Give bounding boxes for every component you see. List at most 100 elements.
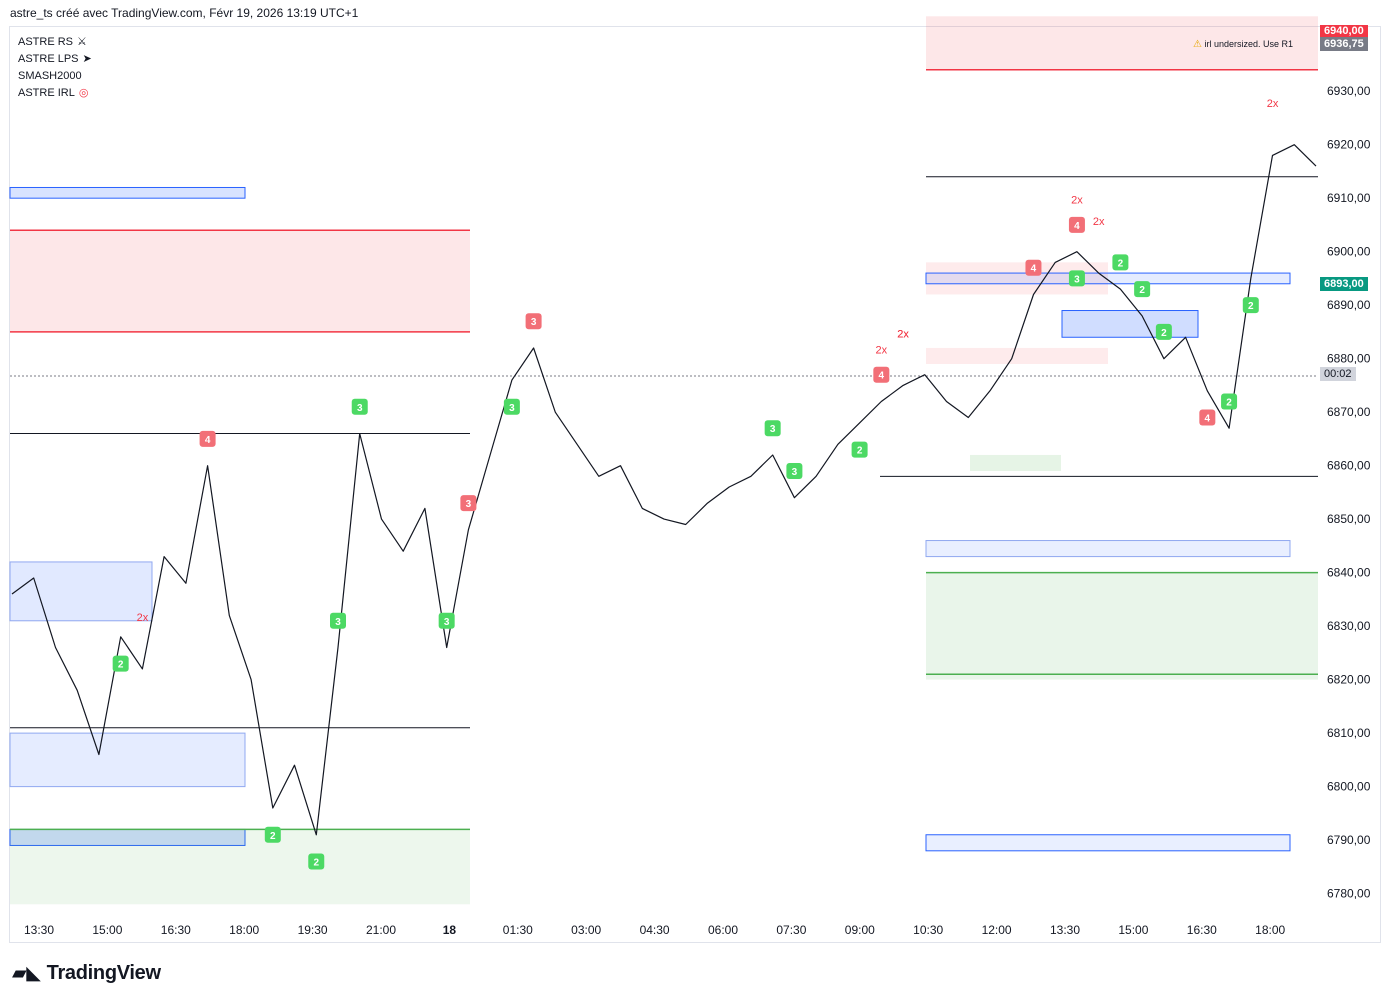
signal-badge-label: 2 <box>1139 285 1145 296</box>
annotation-label: 2x <box>1093 216 1105 228</box>
signal-badge <box>1199 409 1216 426</box>
blue-zone <box>9 561 153 622</box>
signal-badge-label: 4 <box>1031 264 1037 275</box>
signal-badge-label: 2 <box>118 660 124 671</box>
annotation-label: 2x <box>1071 195 1083 207</box>
y-tick-label: 6830,00 <box>1327 619 1371 633</box>
x-tick-label: 10:30 <box>913 923 943 937</box>
signal-badge <box>308 853 325 870</box>
chart-title: astre_ts créé avec TradingView.com, Févr… <box>10 6 359 20</box>
signal-badge-label: 3 <box>1074 274 1080 285</box>
signal-badge-label: 2 <box>857 446 863 457</box>
y-tick-label: 6870,00 <box>1327 405 1371 419</box>
legend-item-smash2000[interactable]: SMASH2000 <box>18 70 82 82</box>
y-tick-label: 6780,00 <box>1327 887 1371 901</box>
annotation-label: 2x <box>897 328 909 340</box>
signal-badge-label: 3 <box>444 617 450 628</box>
x-tick-label: 18:00 <box>1255 923 1285 937</box>
signal-badge-label: 2 <box>1248 301 1254 312</box>
annotation-label: 2x <box>897 328 909 340</box>
legend-item-astre-rs[interactable]: ASTRE RS ⚔ <box>18 34 92 51</box>
signal-badge-label: 4 <box>1074 221 1080 232</box>
y-tick-label: 6860,00 <box>1327 459 1371 473</box>
x-tick-label: 18 <box>443 923 457 937</box>
annotation-label: 2x <box>876 344 888 356</box>
x-tick-label: 18:00 <box>229 923 259 937</box>
x-axis-labels: 13:30 15:00 16:30 18:00 19:30 21:00 18 01:30 03:… <box>24 923 1286 937</box>
price-tag-last: 6936,75 <box>1320 37 1368 51</box>
tradingview-logo-icon: ▰◣ <box>12 963 41 984</box>
x-tick-label: 07:30 <box>776 923 806 937</box>
signal-badge-label: 2 <box>1226 397 1232 408</box>
x-tick-label: 13:30 <box>24 923 54 937</box>
signal-badge-label: 3 <box>770 424 776 435</box>
supply-zone <box>10 230 470 332</box>
price-tag-level: 6893,00 <box>1320 277 1368 291</box>
x-tick-label: 06:00 <box>708 923 738 937</box>
demand-zone <box>926 572 1318 680</box>
supply-zone <box>926 16 1318 70</box>
y-tick-label: 6810,00 <box>1327 726 1371 740</box>
signal-badge-label: 3 <box>466 499 472 510</box>
y-axis-labels: 6930,00 6920,00 6910,00 6900,00 6890,00 6880,… <box>1327 84 1371 900</box>
demand-zone <box>10 829 470 905</box>
price-series <box>11 144 1317 836</box>
y-tick-label: 6840,00 <box>1327 566 1371 580</box>
signal-badge-label: 4 <box>1205 414 1211 425</box>
x-tick-label: 09:00 <box>845 923 875 937</box>
signal-badge <box>1112 254 1129 271</box>
signal-badge-label: 3 <box>509 403 515 414</box>
horizontal-levels <box>10 69 1318 831</box>
x-tick-label: 16:30 <box>1187 923 1217 937</box>
x-tick-label: 13:30 <box>1050 923 1080 937</box>
blue-zone <box>925 540 1291 558</box>
legend-item-astre-lps[interactable]: ASTRE LPS ➤ <box>18 51 92 68</box>
y-tick-label: 6930,00 <box>1327 84 1371 98</box>
legend-item-astre-irl[interactable]: ASTRE IRL ◎ <box>18 85 92 102</box>
price-line <box>11 144 1317 836</box>
chart-frame <box>9 26 1381 943</box>
signal-badge <box>1221 393 1238 410</box>
signal-badge <box>503 398 520 415</box>
signal-badge <box>1242 297 1259 314</box>
signal-badge <box>525 313 542 330</box>
blue-zone <box>1061 310 1199 338</box>
blue-zone <box>9 186 246 199</box>
signal-badge-label: 3 <box>792 467 798 478</box>
y-tick-label: 6920,00 <box>1327 138 1371 152</box>
target-icon: ◎ <box>78 87 89 99</box>
x-tick-label: 04:30 <box>640 923 670 937</box>
demand-zone <box>970 454 1061 471</box>
signal-badge <box>1134 281 1151 298</box>
signal-badge-label: 2 <box>313 858 319 869</box>
y-tick-label: 6910,00 <box>1327 191 1371 205</box>
indicator-warning: ⚠ irl undersized. Use R1 <box>1193 39 1294 50</box>
signal-badge <box>460 495 477 512</box>
blue-zone <box>925 272 1291 285</box>
signal-badge-label: 2 <box>1118 258 1124 269</box>
signal-badge <box>438 612 455 629</box>
x-tick-label: 15:00 <box>92 923 122 937</box>
signal-badge <box>1025 259 1042 276</box>
supply-zone <box>926 347 1108 365</box>
swords-icon: ⚔ <box>77 36 87 48</box>
x-tick-label: 01:30 <box>503 923 533 937</box>
signal-badge <box>330 612 346 629</box>
warning-icon: ⚠ <box>1193 39 1202 50</box>
zone-overlays <box>9 16 1318 905</box>
signal-badge <box>873 366 890 383</box>
y-tick-label: 6820,00 <box>1327 673 1371 687</box>
signal-badge-label: 4 <box>879 371 885 382</box>
signal-badge-label: 4 <box>205 435 211 446</box>
indicator-legend: ASTRE RS ⚔ ASTRE LPS ➤ SMASH2000 ASTRE IRL… <box>18 34 92 102</box>
signal-badge <box>786 463 803 479</box>
signal-badge-label: 2 <box>270 831 276 842</box>
signal-badge <box>112 655 129 672</box>
blue-zone <box>925 834 1291 852</box>
countdown-tag: 00:02 <box>1320 367 1356 381</box>
tradingview-logo[interactable]: ▰◣ TradingView <box>12 962 161 984</box>
arrow-right-icon: ➤ <box>82 53 92 65</box>
signal-badge-label: 2 <box>1161 328 1167 339</box>
x-tick-label: 03:00 <box>571 923 601 937</box>
